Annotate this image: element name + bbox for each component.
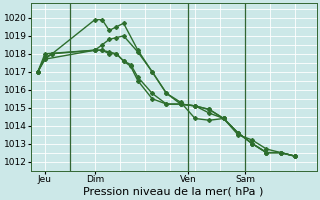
X-axis label: Pression niveau de la mer( hPa ): Pression niveau de la mer( hPa ) — [84, 187, 264, 197]
